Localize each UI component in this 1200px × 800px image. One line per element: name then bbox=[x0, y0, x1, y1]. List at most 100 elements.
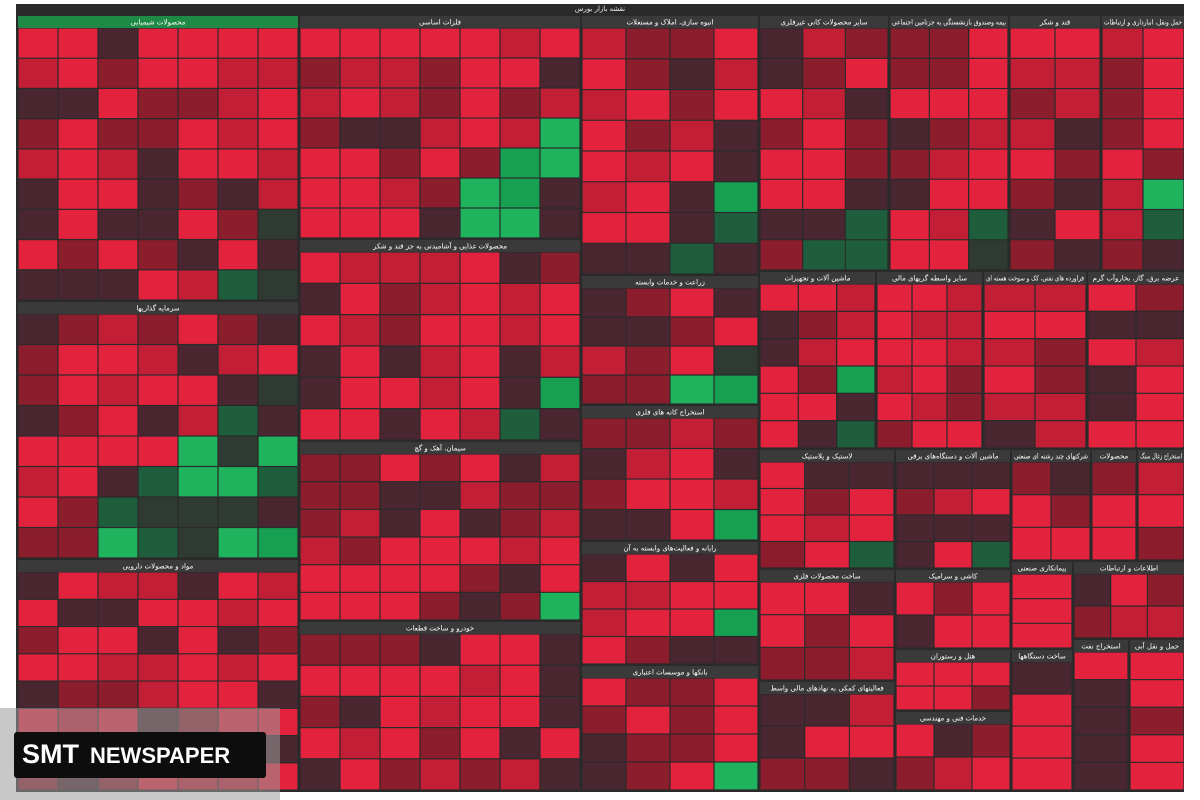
stock-tile bbox=[582, 182, 626, 212]
stock-tile bbox=[670, 317, 714, 346]
stock-tile bbox=[18, 345, 58, 375]
stock-tile bbox=[984, 284, 1035, 311]
stock-tile bbox=[258, 270, 298, 300]
stock-tile bbox=[670, 510, 714, 540]
watermark: SMT NEWSPAPER bbox=[0, 708, 280, 800]
stock-tile bbox=[626, 317, 670, 346]
stock-tile bbox=[1088, 284, 1136, 311]
stock-tile bbox=[300, 377, 340, 408]
stock-tile bbox=[1092, 462, 1136, 495]
stock-tile bbox=[540, 409, 580, 440]
stock-tile bbox=[138, 28, 178, 58]
stock-tile bbox=[218, 149, 258, 179]
stock-tile bbox=[934, 489, 972, 515]
sector-header bbox=[1074, 640, 1128, 652]
stock-tile bbox=[380, 178, 420, 208]
stock-tile bbox=[1102, 28, 1143, 58]
stock-tile bbox=[760, 694, 805, 726]
stock-tile bbox=[760, 647, 805, 680]
sector-label: محصولات شیمیایی bbox=[131, 19, 186, 27]
sector-label: لاستیک و پلاستیک bbox=[802, 453, 853, 461]
stock-tile bbox=[626, 182, 670, 212]
stock-tile bbox=[1012, 726, 1072, 758]
stock-tile bbox=[896, 515, 934, 541]
stock-tile bbox=[340, 454, 380, 482]
stock-tile bbox=[380, 208, 420, 238]
stock-tile bbox=[18, 572, 58, 599]
stock-tile bbox=[178, 270, 218, 300]
stock-tile bbox=[626, 734, 670, 762]
stock-tile bbox=[340, 592, 380, 620]
stock-tile bbox=[1143, 240, 1184, 270]
sector-header bbox=[760, 272, 875, 284]
sector-label: محصولات bbox=[1100, 453, 1129, 461]
stock-tile bbox=[540, 592, 580, 620]
stock-tile bbox=[1074, 763, 1128, 790]
stock-tile bbox=[714, 678, 758, 706]
sector-header bbox=[1102, 16, 1184, 28]
stock-tile bbox=[929, 210, 968, 240]
stock-tile bbox=[947, 393, 982, 420]
stock-tile bbox=[380, 759, 420, 790]
stock-tile bbox=[1055, 210, 1100, 240]
stock-tile bbox=[460, 88, 500, 118]
stock-tile bbox=[670, 479, 714, 509]
stock-tile bbox=[1012, 574, 1072, 599]
stock-tile bbox=[845, 210, 888, 240]
stock-tile bbox=[258, 436, 298, 466]
stock-tile bbox=[460, 346, 500, 377]
stock-tile bbox=[218, 528, 258, 558]
stock-tile bbox=[58, 314, 98, 344]
stock-tile bbox=[714, 554, 758, 581]
stock-tile bbox=[540, 537, 580, 565]
stock-tile bbox=[1035, 421, 1086, 448]
stock-tile bbox=[947, 366, 982, 393]
stock-tile bbox=[98, 28, 138, 58]
stock-tile bbox=[258, 179, 298, 209]
stock-tile bbox=[460, 482, 500, 509]
stock-tile bbox=[300, 58, 340, 88]
stock-tile bbox=[460, 148, 500, 178]
stock-tile bbox=[805, 489, 849, 515]
stock-tile bbox=[1012, 694, 1072, 726]
sector-label: مواد و محصولات دارویی bbox=[123, 563, 194, 571]
stock-tile bbox=[582, 213, 626, 243]
stock-tile bbox=[670, 706, 714, 734]
watermark-brand: SMT bbox=[22, 739, 80, 769]
stock-tile bbox=[934, 615, 972, 648]
stock-tile bbox=[1051, 527, 1090, 560]
stock-tile bbox=[849, 542, 894, 568]
stock-tile bbox=[890, 58, 929, 88]
stock-tile bbox=[760, 489, 805, 515]
stock-tile bbox=[178, 599, 218, 626]
stock-tile bbox=[340, 697, 380, 727]
stock-tile bbox=[972, 542, 1010, 568]
sector-header bbox=[890, 16, 1008, 28]
stock-tile bbox=[18, 119, 58, 149]
stock-tile bbox=[837, 421, 875, 448]
stock-tile bbox=[138, 497, 178, 527]
stock-tile bbox=[58, 209, 98, 239]
stock-tile bbox=[890, 210, 929, 240]
stock-tile bbox=[1035, 284, 1086, 311]
stock-tile bbox=[714, 375, 758, 404]
sector-header bbox=[1074, 562, 1184, 574]
sector-header bbox=[582, 542, 758, 554]
stock-tile bbox=[300, 759, 340, 790]
stock-tile bbox=[258, 149, 298, 179]
sector-label: زراعت و خدمات وابسته bbox=[635, 279, 705, 287]
stock-tile bbox=[1130, 763, 1184, 790]
stock-tile bbox=[760, 284, 798, 311]
stock-tile bbox=[58, 28, 98, 58]
stock-tile bbox=[798, 311, 836, 338]
stock-tile bbox=[934, 515, 972, 541]
stock-tile bbox=[845, 149, 888, 179]
stock-tile bbox=[984, 393, 1035, 420]
stock-tile bbox=[626, 510, 670, 540]
stock-tile bbox=[1051, 495, 1090, 527]
stock-tile bbox=[98, 149, 138, 179]
stock-tile bbox=[18, 209, 58, 239]
stock-tile bbox=[803, 210, 845, 240]
stock-tile bbox=[138, 654, 178, 681]
stock-tile bbox=[380, 697, 420, 727]
